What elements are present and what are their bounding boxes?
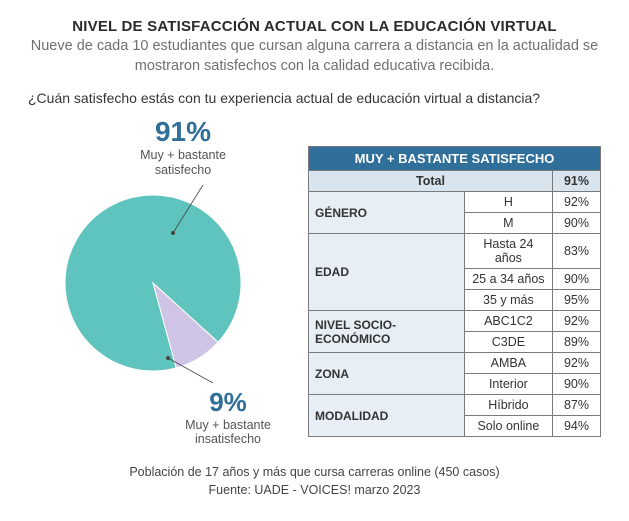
table-value: 94% bbox=[553, 416, 601, 437]
table-value: 92% bbox=[553, 192, 601, 213]
table-header: MUY + BASTANTE SATISFECHO bbox=[309, 147, 601, 171]
table-value: 83% bbox=[553, 234, 601, 269]
table-value: 90% bbox=[553, 213, 601, 234]
table-total-value: 91% bbox=[553, 171, 601, 192]
pie-bottom-percent: 9% bbox=[158, 387, 298, 418]
table-category: EDAD bbox=[309, 234, 465, 311]
footer-block: Población de 17 años y más que cursa car… bbox=[28, 463, 601, 501]
table-label: Interior bbox=[464, 374, 552, 395]
table-label: M bbox=[464, 213, 552, 234]
table-label: 35 y más bbox=[464, 290, 552, 311]
table-value: 87% bbox=[553, 395, 601, 416]
table-value: 90% bbox=[553, 374, 601, 395]
pie-top-percent: 91% bbox=[108, 116, 258, 148]
table-category: GÉNERO bbox=[309, 192, 465, 234]
footer-line-2: Fuente: UADE - VOICES! marzo 2023 bbox=[28, 481, 601, 500]
data-table-block: MUY + BASTANTE SATISFECHO Total 91% GÉNE… bbox=[308, 116, 601, 437]
page-subtitle: Nueve de cada 10 estudiantes que cursan … bbox=[28, 37, 601, 76]
table-value: 92% bbox=[553, 353, 601, 374]
content-row: 91% Muy + bastante satisfecho 9% Muy + b… bbox=[28, 116, 601, 447]
table-row: GÉNEROH92% bbox=[309, 192, 601, 213]
table-row: NIVEL SOCIO-ECONÓMICOABC1C292% bbox=[309, 311, 601, 332]
table-total-label: Total bbox=[309, 171, 553, 192]
table-label: H bbox=[464, 192, 552, 213]
leader-dot-bottom bbox=[166, 356, 170, 360]
table-label: ABC1C2 bbox=[464, 311, 552, 332]
table-category: ZONA bbox=[309, 353, 465, 395]
table-category: MODALIDAD bbox=[309, 395, 465, 437]
table-label: Hasta 24 años bbox=[464, 234, 552, 269]
leader-dot-top bbox=[171, 231, 175, 235]
pie-top-label: Muy + bastante satisfecho bbox=[108, 148, 258, 177]
footer-line-1: Población de 17 años y más que cursa car… bbox=[28, 463, 601, 482]
table-value: 90% bbox=[553, 269, 601, 290]
table-value: 95% bbox=[553, 290, 601, 311]
table-category: NIVEL SOCIO-ECONÓMICO bbox=[309, 311, 465, 353]
pie-bottom-label: Muy + bastante insatisfecho bbox=[158, 418, 298, 447]
table-label: Híbrido bbox=[464, 395, 552, 416]
table-label: C3DE bbox=[464, 332, 552, 353]
table-row: MODALIDADHíbrido87% bbox=[309, 395, 601, 416]
table-label: AMBA bbox=[464, 353, 552, 374]
pie-chart bbox=[53, 183, 263, 383]
pie-chart-block: 91% Muy + bastante satisfecho 9% Muy + b… bbox=[28, 116, 288, 447]
table-row: EDADHasta 24 años83% bbox=[309, 234, 601, 269]
header-block: NIVEL DE SATISFACCIÓN ACTUAL CON LA EDUC… bbox=[28, 18, 601, 76]
satisfaction-table: MUY + BASTANTE SATISFECHO Total 91% GÉNE… bbox=[308, 146, 601, 437]
table-value: 89% bbox=[553, 332, 601, 353]
survey-question: ¿Cuán satisfecho estás con tu experienci… bbox=[28, 90, 601, 106]
table-label: 25 a 34 años bbox=[464, 269, 552, 290]
table-label: Solo online bbox=[464, 416, 552, 437]
table-row: ZONAAMBA92% bbox=[309, 353, 601, 374]
table-value: 92% bbox=[553, 311, 601, 332]
page-title: NIVEL DE SATISFACCIÓN ACTUAL CON LA EDUC… bbox=[28, 18, 601, 35]
